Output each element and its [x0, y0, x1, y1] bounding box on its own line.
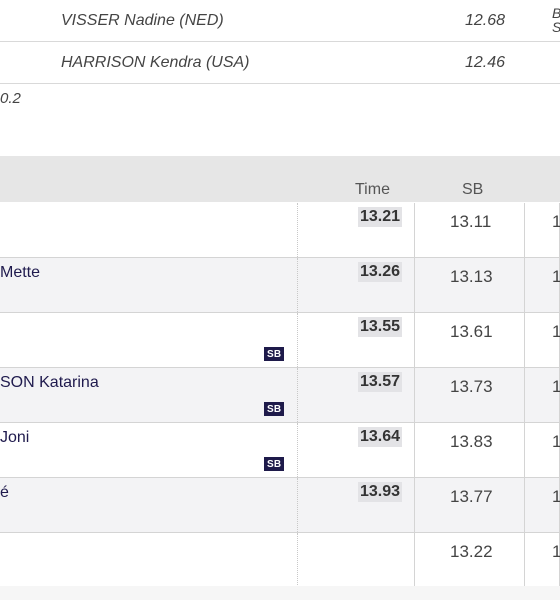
- athlete-name[interactable]: Joni: [0, 429, 30, 446]
- season-best: 13.73: [450, 377, 493, 396]
- result-time: 13.55: [358, 317, 403, 337]
- personal-best: 1: [552, 542, 560, 561]
- cell-divider: [297, 478, 298, 532]
- cell-divider: [524, 533, 525, 587]
- cell-divider: [414, 313, 415, 367]
- table-row: SON Katarina 13.57 13.73 1 SB: [0, 368, 560, 423]
- record-flag-line1: B: [552, 5, 560, 21]
- season-best: 13.13: [450, 267, 493, 286]
- personal-best: 1: [552, 212, 560, 231]
- season-best: 13.11: [450, 212, 492, 231]
- result-time: 12.46: [465, 54, 506, 71]
- cell-divider: [297, 368, 298, 422]
- result-row: HARRISON Kendra (USA) 12.46: [0, 42, 560, 84]
- table-row: é 13.93 13.77 1: [0, 478, 560, 533]
- sb-badge: SB: [264, 402, 285, 416]
- cell-divider: [297, 203, 298, 257]
- cell-divider: [524, 313, 525, 367]
- result-time: 13.57: [358, 372, 403, 392]
- sb-badge: SB: [264, 347, 285, 361]
- cell-divider: [414, 258, 415, 312]
- season-best: 13.77: [450, 487, 493, 506]
- column-header-time: Time: [355, 181, 390, 198]
- cell-divider: [414, 368, 415, 422]
- athlete-name[interactable]: é: [0, 484, 9, 501]
- cell-divider: [297, 258, 298, 312]
- season-best: 13.22: [450, 542, 493, 561]
- table-row: 13.21 13.11 1: [0, 203, 560, 258]
- sb-badge: SB: [264, 457, 285, 471]
- cell-divider: [524, 203, 525, 257]
- result-time: 13.93: [358, 482, 403, 502]
- athlete-name[interactable]: VISSER Nadine (NED): [61, 12, 224, 29]
- cell-divider: [524, 258, 525, 312]
- cell-divider: [297, 313, 298, 367]
- cell-divider: [414, 423, 415, 477]
- personal-best: 1: [552, 267, 560, 286]
- record-flag-line2: S: [552, 19, 560, 35]
- personal-best: 1: [552, 377, 560, 396]
- table-row: 13.55 13.61 1 SB: [0, 313, 560, 368]
- athlete-name[interactable]: SON Katarina: [0, 374, 99, 391]
- table-row: Joni 13.64 13.83 1 SB: [0, 423, 560, 478]
- table-footer-space: [0, 586, 560, 600]
- result-time: 13.64: [358, 427, 403, 447]
- athlete-name[interactable]: HARRISON Kendra (USA): [61, 54, 250, 71]
- cell-divider: [297, 533, 298, 587]
- wind-reading: 0.2: [0, 90, 21, 107]
- table-row: 13.22 1: [0, 533, 560, 588]
- personal-best: 1: [552, 322, 560, 341]
- table-row: Mette 13.26 13.13 1: [0, 258, 560, 313]
- athlete-name[interactable]: Mette: [0, 264, 41, 281]
- record-flag: B S: [552, 6, 560, 34]
- season-best: 13.83: [450, 432, 493, 451]
- table-header: [0, 156, 560, 202]
- result-time: 13.21: [358, 207, 403, 227]
- cell-divider: [414, 478, 415, 532]
- personal-best: 1: [552, 487, 560, 506]
- result-time: 13.26: [358, 262, 403, 282]
- cell-divider: [414, 533, 415, 587]
- cell-divider: [524, 423, 525, 477]
- column-header-sb: SB: [462, 181, 484, 198]
- season-best: 13.61: [450, 322, 493, 341]
- result-time: 12.68: [465, 12, 506, 29]
- cell-divider: [524, 478, 525, 532]
- result-row: VISSER Nadine (NED) 12.68 B S: [0, 0, 560, 42]
- personal-best: 1: [552, 432, 560, 451]
- cell-divider: [414, 203, 415, 257]
- cell-divider: [297, 423, 298, 477]
- cell-divider: [524, 368, 525, 422]
